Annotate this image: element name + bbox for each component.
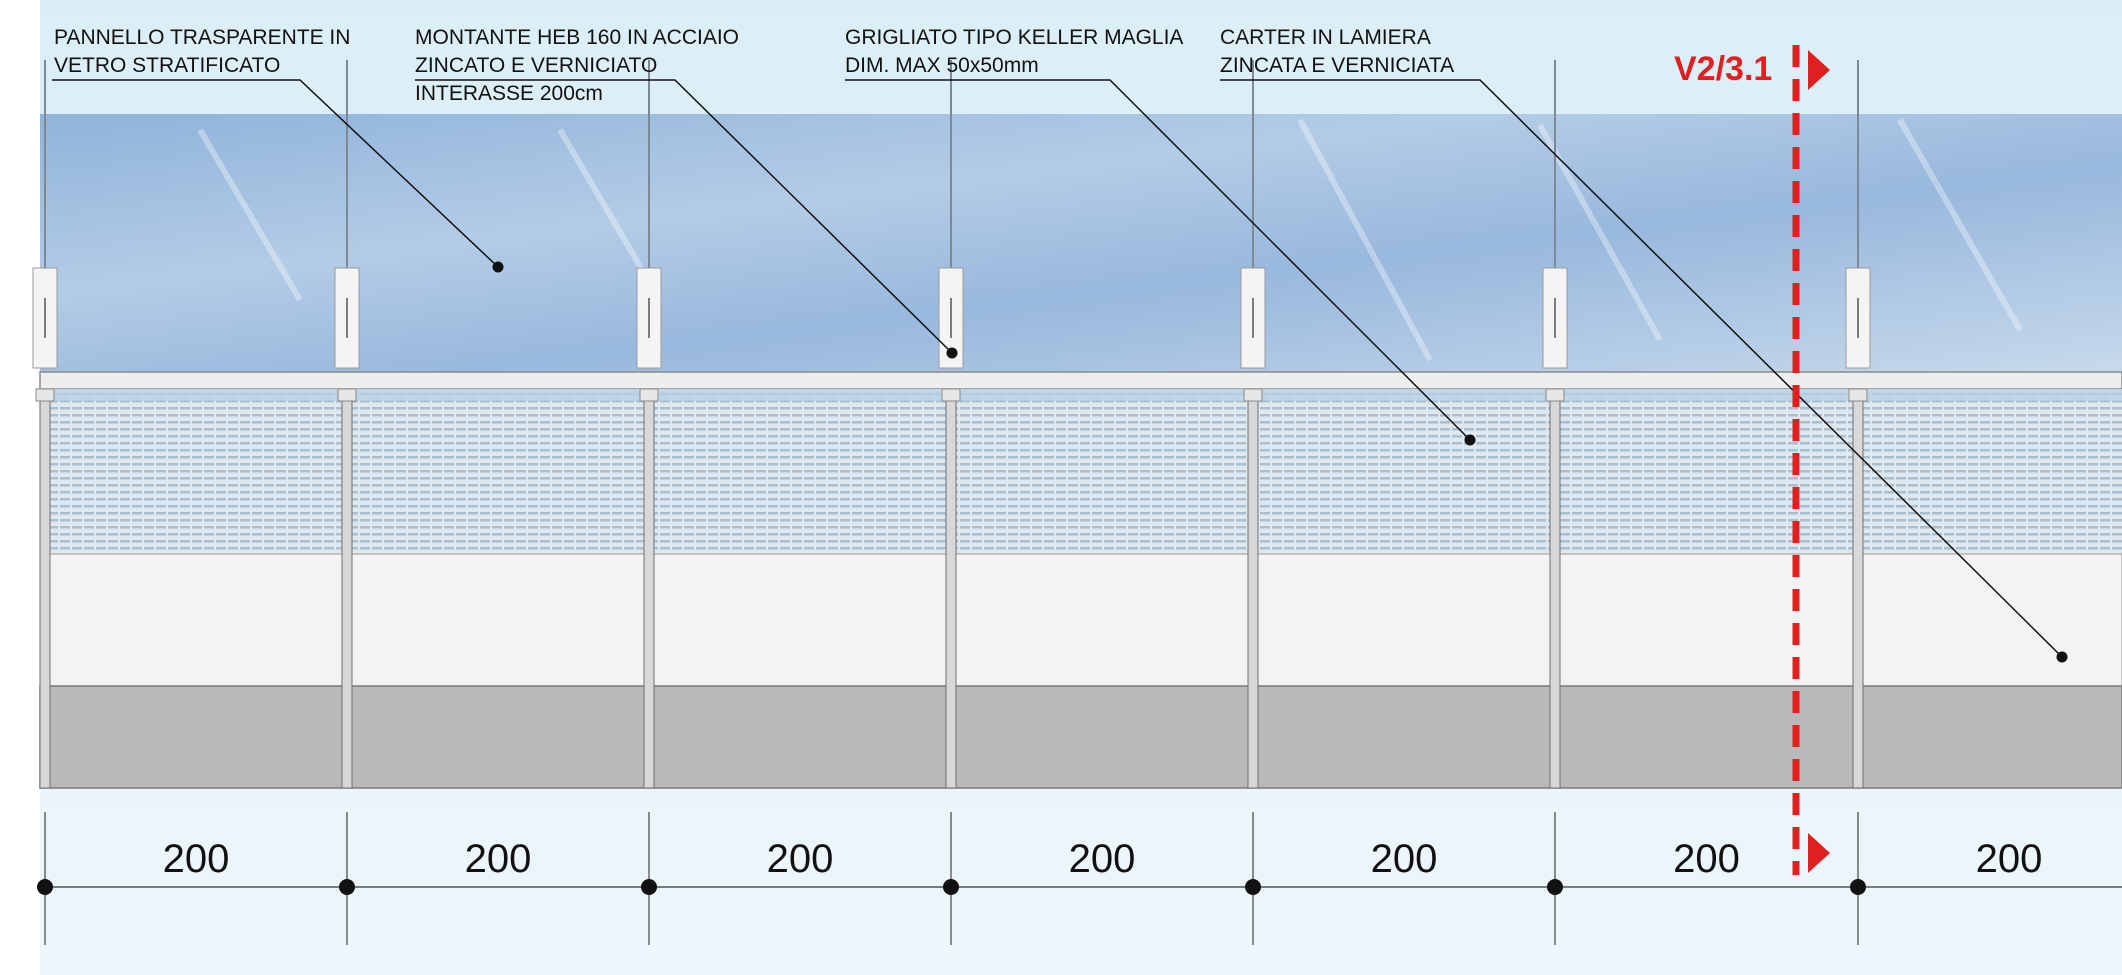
- dimension-tick-2: [339, 879, 355, 895]
- leader-post: [415, 79, 953, 354]
- leader-grating: [845, 79, 1471, 441]
- post-1: [32, 60, 58, 945]
- section-marker: V2/3.1: [1674, 45, 1830, 875]
- section-arrow-top-icon: [1808, 50, 1830, 90]
- post-3: [636, 60, 662, 945]
- glass-reflections: [197, 118, 2023, 362]
- dimension-value: 200: [163, 837, 230, 881]
- note-post-line3: INTERASSE 200cm: [415, 82, 603, 105]
- section-arrow-bottom-icon: [1808, 833, 1830, 873]
- dimension-tick-5: [1245, 879, 1261, 895]
- leader-casing: [1220, 79, 2063, 658]
- post-5: [1240, 60, 1266, 945]
- leader-lines: [52, 79, 2068, 663]
- post-6: [1542, 60, 1568, 945]
- dimension-value: 200: [1371, 837, 1438, 881]
- note-grating-line2: DIM. MAX 50x50mm: [845, 54, 1039, 77]
- dimension-tick-4: [943, 879, 959, 895]
- leader-glass: [52, 79, 499, 268]
- note-casing-line1: CARTER IN LAMIERA: [1220, 26, 1431, 49]
- dimension-value: 200: [767, 837, 834, 881]
- note-glass-line2: VETRO STRATIFICATO: [54, 54, 280, 77]
- dimension-value: 200: [1976, 837, 2043, 881]
- glass-panel-band: [40, 114, 2122, 372]
- grating-band: [40, 389, 2122, 554]
- handrail: [39, 371, 2122, 390]
- dimension-tick-1: [37, 879, 53, 895]
- dimension-value: 200: [465, 837, 532, 881]
- left-margin: [0, 0, 40, 975]
- note-casing-line2: ZINCATA E VERNICIATA: [1220, 54, 1454, 77]
- note-glass-line1: PANNELLO TRASPARENTE IN: [54, 26, 350, 49]
- note-post-line2: ZINCATO E VERNICIATO: [415, 54, 657, 77]
- dimension-chain: 200 200 200 200 200 200 200: [37, 837, 2122, 895]
- section-label: V2/3.1: [1674, 50, 1772, 88]
- dimension-tick-3: [641, 879, 657, 895]
- post-4: [938, 60, 964, 945]
- casing-upper: [39, 553, 2122, 687]
- note-grating-line1: GRIGLIATO TIPO KELLER MAGLIA: [845, 26, 1183, 49]
- posts: [32, 60, 1871, 945]
- dimension-value: 200: [1673, 837, 1740, 881]
- post-7: [1845, 60, 1871, 945]
- dimension-value: 200: [1069, 837, 1136, 881]
- dimension-tick-7: [1850, 879, 1866, 895]
- post-2: [334, 60, 360, 945]
- dimension-tick-6: [1547, 879, 1563, 895]
- note-post-line1: MONTANTE HEB 160 IN ACCIAIO: [415, 26, 739, 49]
- grating-top-edge: [40, 389, 2122, 401]
